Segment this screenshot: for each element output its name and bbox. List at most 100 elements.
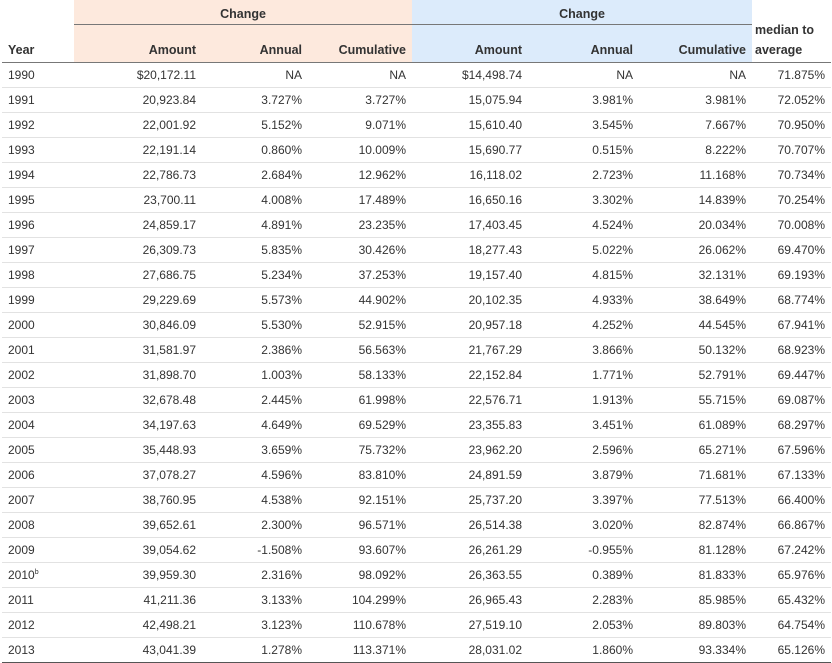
- amount2-cell: 15,610.40: [412, 112, 528, 138]
- amount2-cell: $14,498.74: [412, 62, 528, 88]
- cumulative1-cell: 83.810%: [308, 462, 412, 488]
- year-cell-text: 1991: [8, 93, 35, 107]
- annual2-cell-text: 1.860%: [592, 643, 633, 657]
- year-column-header[interactable]: Year: [2, 37, 74, 63]
- year-cell-text: 2007: [8, 493, 35, 507]
- annual2-cell-text: 4.252%: [592, 318, 633, 332]
- table-row: 1999 29,229.69 5.573% 44.902% 20,102.35 4.933…: [2, 287, 831, 313]
- annual1-cell: 2.300%: [202, 512, 308, 538]
- year-cell-text: 2006: [8, 468, 35, 482]
- amount2-cell: 23,355.83: [412, 412, 528, 438]
- cumulative1-cell-text: 110.678%: [352, 618, 406, 632]
- ratio-cell: 69.193%: [752, 262, 831, 288]
- table-row: 1991 20,923.84 3.727% 3.727% 15,075.94 3.981%…: [2, 87, 831, 113]
- cumulative2-cell-text: 55.715%: [698, 393, 746, 407]
- header-group-row: Change Change median to: [2, 0, 831, 37]
- annual2-column-header[interactable]: Annual: [528, 37, 639, 63]
- amount1-cell-text: 39,054.62: [142, 543, 196, 557]
- cumulative1-column-header[interactable]: Cumulative: [308, 37, 412, 63]
- cumulative2-cell-text: 85.985%: [698, 593, 746, 607]
- annual1-cell-text: 1.003%: [261, 368, 302, 382]
- amount1-cell-text: 34,197.63: [142, 418, 196, 432]
- annual2-cell-text: -0.955%: [588, 543, 633, 557]
- ratio-cell: 65.432%: [752, 587, 831, 613]
- cumulative1-cell-text: 69.529%: [358, 418, 406, 432]
- annual2-cell: 3.981%: [528, 87, 639, 113]
- annual1-cell-text: 4.538%: [261, 493, 302, 507]
- cumulative2-column-header[interactable]: Cumulative: [639, 37, 752, 63]
- year-cell: 1993: [2, 137, 74, 163]
- amount1-cell: 39,652.61: [74, 512, 202, 538]
- annual2-cell-text: 2.053%: [592, 618, 633, 632]
- amount2-cell-text: 24,891.59: [468, 468, 522, 482]
- cumulative1-cell: 58.133%: [308, 362, 412, 388]
- amount2-cell-text: 23,962.20: [468, 443, 522, 457]
- amount2-cell-text: 26,514.38: [468, 518, 522, 532]
- year-header-spacer: [2, 0, 74, 37]
- cumulative1-cell: 92.151%: [308, 487, 412, 513]
- year-cell: 1996: [2, 212, 74, 238]
- amount2-cell: 21,767.29: [412, 337, 528, 363]
- cumulative2-cell: 8.222%: [639, 137, 752, 163]
- amount1-cell-text: 22,191.14: [142, 143, 196, 157]
- cumulative2-cell: 52.791%: [639, 362, 752, 388]
- cumulative1-cell-text: 44.902%: [358, 293, 406, 307]
- annual2-cell: 4.815%: [528, 262, 639, 288]
- table-row: 2005 35,448.93 3.659% 75.732% 23,962.20 2.596…: [2, 437, 831, 463]
- annual1-cell-text: -1.508%: [257, 543, 302, 557]
- annual1-cell: 3.727%: [202, 87, 308, 113]
- year-cell: 1995: [2, 187, 74, 213]
- cumulative1-cell-text: 113.371%: [352, 643, 406, 657]
- ratio-cell: 69.087%: [752, 387, 831, 413]
- cumulative1-cell: 37.253%: [308, 262, 412, 288]
- amount1-cell: $20,172.11: [74, 62, 202, 88]
- annual2-cell: 2.283%: [528, 587, 639, 613]
- cumulative1-cell: 56.563%: [308, 337, 412, 363]
- annual2-cell: 3.545%: [528, 112, 639, 138]
- annual2-cell-text: 2.723%: [592, 168, 633, 182]
- annual2-cell: 2.053%: [528, 612, 639, 638]
- cumulative2-cell: 38.649%: [639, 287, 752, 313]
- average-column-header[interactable]: average: [752, 37, 831, 63]
- cumulative2-cell-text: 14.839%: [698, 193, 746, 207]
- cumulative2-cell: NA: [639, 62, 752, 88]
- cumulative2-cell-text: 32.131%: [698, 268, 746, 282]
- table-row: 1993 22,191.14 0.860% 10.009% 15,690.77 0.515…: [2, 137, 831, 163]
- amount2-cell-text: 16,118.02: [469, 168, 523, 182]
- annual2-cell-text: 0.515%: [592, 143, 633, 157]
- year-cell-text: 1992: [8, 118, 35, 132]
- cumulative1-cell: 113.371%: [308, 637, 412, 663]
- cumulative1-cell: 3.727%: [308, 87, 412, 113]
- annual1-cell-text: 0.860%: [261, 143, 302, 157]
- annual1-cell-text: 5.530%: [261, 318, 302, 332]
- ratio-cell: 66.867%: [752, 512, 831, 538]
- annual2-cell: NA: [528, 62, 639, 88]
- annual2-cell-text: 3.020%: [592, 518, 633, 532]
- amount1-column-header[interactable]: Amount: [74, 37, 202, 63]
- cumulative1-cell: 98.092%: [308, 562, 412, 588]
- annual2-cell-text: 3.451%: [592, 418, 633, 432]
- cumulative2-cell: 71.681%: [639, 462, 752, 488]
- annual1-cell: 5.835%: [202, 237, 308, 263]
- footnote-marker[interactable]: b: [34, 569, 39, 576]
- ratio-cell-text: 70.254%: [777, 193, 825, 207]
- annual1-cell: 5.234%: [202, 262, 308, 288]
- annual2-cell: 5.022%: [528, 237, 639, 263]
- ratio-cell-text: 68.774%: [777, 293, 825, 307]
- cumulative2-cell: 61.089%: [639, 412, 752, 438]
- amount1-cell-text: 31,898.70: [142, 368, 196, 382]
- ratio-cell-text: 70.008%: [777, 218, 825, 232]
- table-row: 2007 38,760.95 4.538% 92.151% 25,737.20 3.397…: [2, 487, 831, 513]
- ratio-cell-text: 72.052%: [777, 93, 825, 107]
- amount1-cell-text: $20,172.11: [136, 68, 196, 82]
- amount2-cell: 18,277.43: [412, 237, 528, 263]
- amount2-column-header[interactable]: Amount: [412, 37, 528, 63]
- year-cell: 1999: [2, 287, 74, 313]
- annual1-cell: 5.573%: [202, 287, 308, 313]
- table-row: 2003 32,678.48 2.445% 61.998% 22,576.71 1.913…: [2, 387, 831, 413]
- cumulative2-cell-text: 20.034%: [698, 218, 746, 232]
- amount2-cell-text: 15,690.77: [468, 143, 522, 157]
- annual1-column-header[interactable]: Annual: [202, 37, 308, 63]
- cumulative2-cell-text: 71.681%: [698, 468, 746, 482]
- cumulative1-cell-text: 3.727%: [365, 93, 406, 107]
